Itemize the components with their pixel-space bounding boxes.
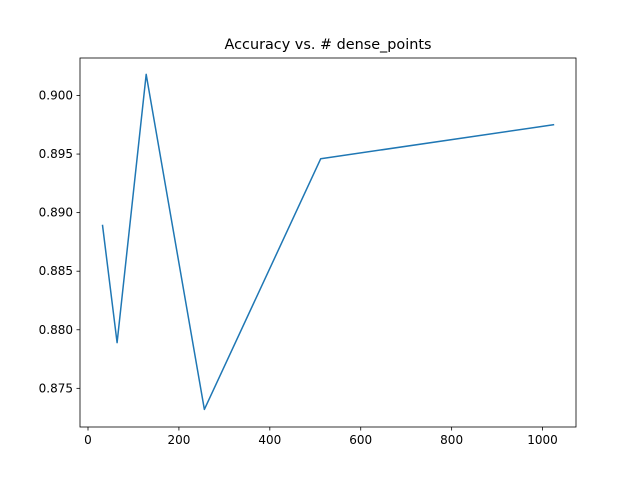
y-tick-label: 0.890: [39, 206, 73, 220]
x-tick-label: 400: [258, 433, 281, 447]
y-tick-label: 0.880: [39, 323, 73, 337]
x-tick-label: 600: [349, 433, 372, 447]
y-tick-label: 0.900: [39, 88, 73, 102]
y-tick-label: 0.885: [39, 264, 73, 278]
x-tick-label: 0: [84, 433, 92, 447]
x-axis: 0 200 400 600 800 1000: [84, 427, 558, 447]
y-tick-label: 0.875: [39, 381, 73, 395]
series-layer: [101, 73, 555, 411]
x-tick-label: 800: [440, 433, 463, 447]
plot-area-frame: [79, 57, 577, 428]
x-tick-label: 200: [167, 433, 190, 447]
y-tick-label: 0.895: [39, 147, 73, 161]
chart-title: Accuracy vs. # dense_points: [225, 37, 432, 53]
accuracy-series-line: [101, 73, 555, 411]
x-tick-label: 1000: [527, 433, 558, 447]
y-axis: 0.875 0.880 0.885 0.890 0.895 0.900: [39, 88, 80, 395]
